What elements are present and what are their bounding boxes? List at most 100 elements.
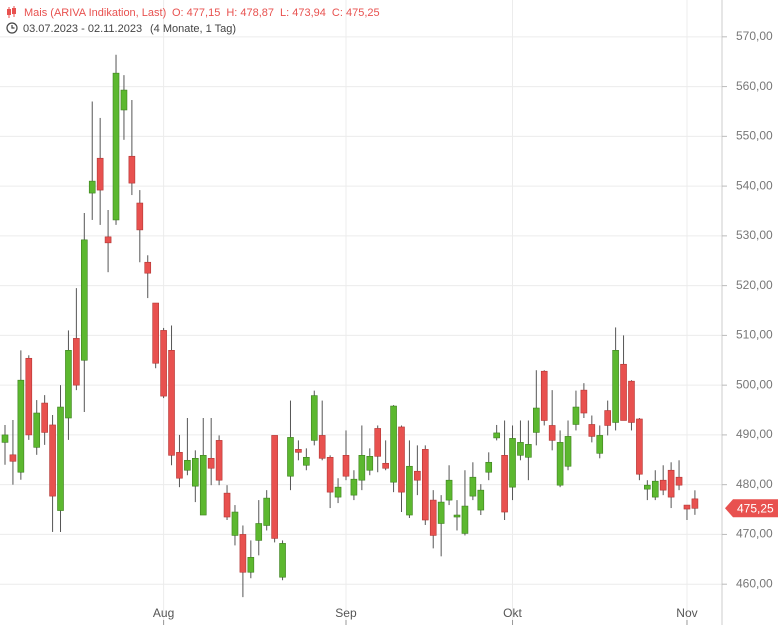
ohlc-label: O: 477,15 [172, 7, 220, 19]
x-tick-label: Okt [503, 606, 522, 620]
candle-body [429, 499, 437, 536]
candle-body [184, 459, 191, 471]
candle-body [263, 497, 270, 526]
candle-body [223, 492, 231, 518]
candle-body [65, 350, 72, 419]
candle-body [231, 511, 239, 536]
title-icon [7, 6, 16, 18]
candle-body [651, 480, 659, 498]
y-tick-label: 460,00 [736, 576, 773, 590]
y-tick-label: 470,00 [736, 527, 773, 541]
candle-body [683, 504, 691, 510]
candle-body [310, 395, 318, 441]
candle-body [255, 523, 263, 541]
candle-body [96, 157, 104, 191]
candle-body [239, 534, 247, 573]
ohlc-label: C: 475,25 [332, 7, 380, 19]
candle-body [152, 302, 159, 364]
candle-body [199, 455, 207, 516]
y-tick-label: 500,00 [736, 377, 773, 391]
candle-body [620, 363, 627, 421]
y-tick-label: 530,00 [736, 228, 773, 242]
candle-body [374, 428, 382, 457]
candle-body [318, 435, 326, 459]
candle-body [49, 424, 56, 497]
y-tick-label: 540,00 [736, 178, 773, 192]
candle-body [57, 406, 64, 511]
candle-body [461, 505, 469, 534]
candle-body [350, 478, 358, 496]
candle-body [588, 424, 596, 437]
candle-body [128, 155, 136, 184]
x-tick-label: Nov [676, 606, 697, 620]
candles [1, 54, 699, 598]
candle-body [247, 557, 255, 573]
candle-body [453, 514, 461, 518]
candle-body [533, 407, 540, 433]
candle-body [25, 357, 33, 436]
candle-body [517, 442, 524, 456]
ohlc-label: H: 478,87 [226, 7, 274, 19]
candle-body [445, 479, 453, 501]
candle-body [73, 338, 80, 386]
candle-body [485, 461, 493, 473]
candle-body [326, 457, 334, 493]
candle-body [675, 476, 683, 486]
candle-body [303, 457, 310, 466]
candle-body [176, 452, 183, 479]
ohlc-label: L: 473,94 [280, 7, 326, 19]
candle-body [215, 440, 223, 481]
candle-body [33, 412, 41, 448]
candle-body [406, 465, 413, 516]
candle-body [501, 455, 508, 513]
candle-body [342, 455, 350, 477]
candle-body [572, 406, 580, 425]
candle-body [548, 425, 556, 441]
candle-body [41, 402, 48, 433]
candle-body [207, 458, 215, 469]
y-tick-label: 490,00 [736, 427, 773, 441]
y-tick-label: 570,00 [736, 29, 773, 43]
candle-body [160, 330, 167, 397]
x-tick-label: Aug [153, 606, 174, 620]
candle-body [477, 489, 485, 511]
y-tick-label: 480,00 [736, 477, 773, 491]
candle-body [144, 261, 152, 274]
candle-body [509, 438, 516, 488]
candle-body [192, 458, 199, 487]
candle-body [596, 435, 604, 454]
candle-body [295, 449, 302, 453]
date-range: 03.07.2023 - 02.11.2023 [23, 23, 142, 35]
candle-body [628, 380, 635, 423]
candle-body [279, 543, 286, 578]
candle-body [421, 449, 429, 521]
candle-body [437, 501, 445, 524]
candle-body [9, 454, 17, 462]
x-tick-label: Sep [335, 606, 357, 620]
candle-body [525, 444, 532, 458]
y-tick-label: 560,00 [736, 79, 773, 93]
candle-body [667, 469, 675, 498]
candle-body [580, 389, 588, 414]
candle-body [414, 470, 421, 481]
candle-body [81, 239, 88, 361]
candle-body [636, 418, 643, 475]
candle-body [644, 484, 651, 490]
y-tick-label: 520,00 [736, 278, 773, 292]
candle-body [493, 432, 500, 439]
candle-body [382, 462, 389, 469]
candle-body [398, 426, 405, 493]
y-tick-label: 550,00 [736, 129, 773, 143]
last-price-tag [725, 499, 778, 518]
grid [0, 0, 722, 625]
candle-body [112, 72, 120, 221]
candle-body [104, 236, 112, 244]
period: (4 Monate, 1 Tag) [150, 23, 236, 35]
ohlc-legend: O: 477,15 H: 478,87 L: 473,94 C: 475,25 [172, 7, 380, 19]
candle-body [691, 498, 699, 509]
candle-body [540, 370, 548, 421]
candle-body [136, 202, 144, 231]
candle-body [334, 486, 342, 498]
candle-body [88, 180, 96, 194]
